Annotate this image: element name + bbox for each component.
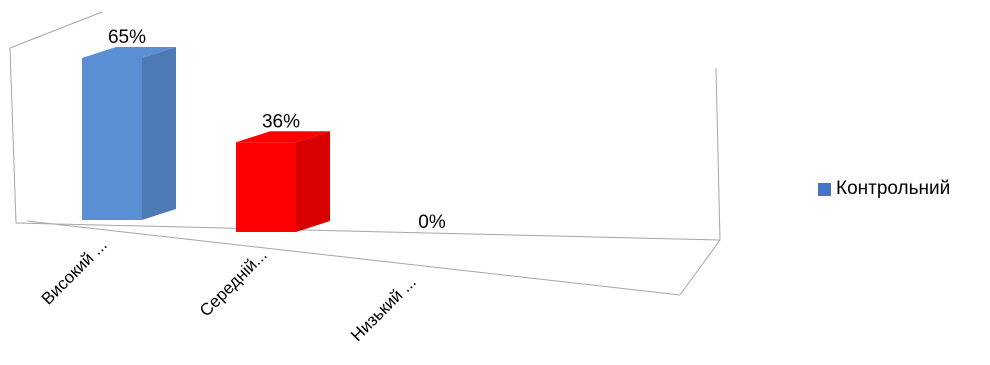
data-label: 0% [418,212,446,233]
category-label: Середній... [196,245,271,320]
data-label: 65% [108,27,146,48]
floor-front-edge [26,220,681,296]
bar-front-face [236,142,296,232]
legend-label: Контрольний [836,178,951,199]
legend-swatch [818,182,831,196]
back-wall-left [9,47,17,224]
bar-top-face [82,47,176,58]
right-wall-edge [715,67,721,241]
bar-side-face [142,47,176,220]
data-label: 36% [262,111,300,132]
category-label: Низький ... [347,272,420,345]
legend: Контрольний [818,178,950,200]
floor-right-edge [679,239,721,296]
chart-wireframe [9,11,721,296]
back-wall-bottom [15,222,721,241]
bar-front-face [82,58,142,220]
bar [236,131,330,232]
data-labels-group: 65% 36% 0% [108,27,446,233]
bar [82,47,176,220]
category-label: Високий ... [38,235,111,308]
bar-top-face [236,131,330,143]
category-labels-group: Високий ... Середній... Низький ... [38,235,420,345]
bar-side-face [296,131,330,232]
back-wall-top [9,11,103,49]
bars-group [82,47,330,232]
